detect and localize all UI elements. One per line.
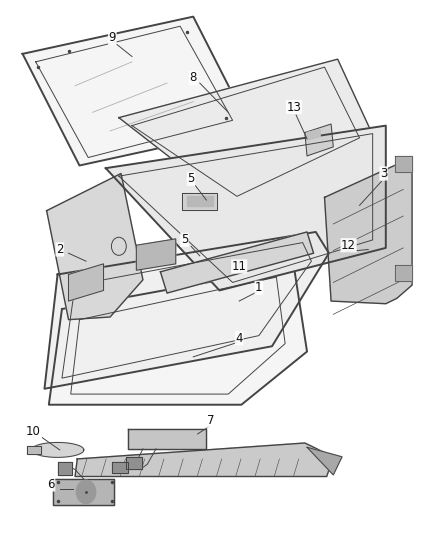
Polygon shape [126,457,142,469]
Text: 5: 5 [180,233,188,246]
Polygon shape [119,59,376,203]
Polygon shape [136,239,175,270]
Text: 9: 9 [108,31,116,44]
Text: 8: 8 [189,71,197,84]
Polygon shape [306,447,341,475]
Polygon shape [306,130,319,140]
Polygon shape [394,157,411,172]
Text: 12: 12 [340,239,355,252]
Polygon shape [182,193,217,209]
Polygon shape [75,443,332,477]
Text: 1: 1 [254,281,262,294]
Text: 3: 3 [379,167,386,180]
Polygon shape [112,462,127,473]
Polygon shape [106,126,385,290]
Polygon shape [58,462,71,475]
Text: 11: 11 [231,260,246,273]
Polygon shape [49,266,306,405]
Polygon shape [160,232,313,293]
Polygon shape [394,265,411,281]
Text: 7: 7 [207,414,214,427]
Polygon shape [46,173,143,320]
Polygon shape [68,264,103,301]
Text: 13: 13 [286,101,300,114]
Polygon shape [53,479,114,505]
Text: 6: 6 [47,478,55,491]
Polygon shape [127,429,206,449]
Polygon shape [31,442,84,457]
Text: 5: 5 [187,172,194,185]
Text: 2: 2 [56,243,64,256]
Circle shape [76,480,95,504]
Polygon shape [44,232,328,389]
Polygon shape [27,446,41,454]
Polygon shape [22,17,250,165]
Text: 10: 10 [26,425,41,438]
Text: 4: 4 [235,332,242,345]
Polygon shape [324,158,411,304]
Polygon shape [304,124,332,156]
Polygon shape [186,196,212,206]
